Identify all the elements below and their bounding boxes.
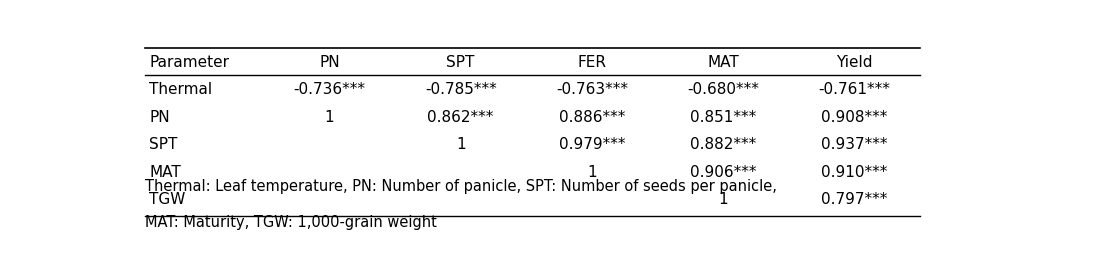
Text: 0.882***: 0.882*** (690, 137, 756, 152)
Text: -0.736***: -0.736*** (293, 82, 365, 97)
Text: 1: 1 (456, 137, 466, 152)
Text: MAT: Maturity, TGW: 1,000-grain weight: MAT: Maturity, TGW: 1,000-grain weight (145, 215, 437, 230)
Text: -0.680***: -0.680*** (687, 82, 760, 97)
Text: FER: FER (577, 55, 607, 70)
Text: SPT: SPT (446, 55, 474, 70)
Text: TGW: TGW (150, 192, 186, 207)
Text: 0.797***: 0.797*** (821, 192, 888, 207)
Text: 0.851***: 0.851*** (690, 110, 756, 125)
Text: MAT: MAT (150, 165, 181, 180)
Text: -0.763***: -0.763*** (556, 82, 627, 97)
Text: 0.886***: 0.886*** (559, 110, 625, 125)
Text: PN: PN (319, 55, 340, 70)
Text: -0.785***: -0.785*** (425, 82, 496, 97)
Text: 0.906***: 0.906*** (690, 165, 756, 180)
Text: PN: PN (150, 110, 169, 125)
Text: Yield: Yield (836, 55, 873, 70)
Text: MAT: MAT (707, 55, 739, 70)
Text: -0.761***: -0.761*** (819, 82, 891, 97)
Text: 0.979***: 0.979*** (559, 137, 625, 152)
Text: 1: 1 (587, 165, 597, 180)
Text: 1: 1 (325, 110, 334, 125)
Text: 0.862***: 0.862*** (427, 110, 494, 125)
Text: Thermal: Thermal (150, 82, 212, 97)
Text: Thermal: Leaf temperature, PN: Number of panicle, SPT: Number of seeds per panic: Thermal: Leaf temperature, PN: Number of… (145, 179, 777, 194)
Text: 0.910***: 0.910*** (821, 165, 888, 180)
Text: 0.908***: 0.908*** (821, 110, 888, 125)
Text: 0.937***: 0.937*** (821, 137, 888, 152)
Text: Parameter: Parameter (150, 55, 230, 70)
Text: 1: 1 (718, 192, 728, 207)
Text: SPT: SPT (150, 137, 178, 152)
